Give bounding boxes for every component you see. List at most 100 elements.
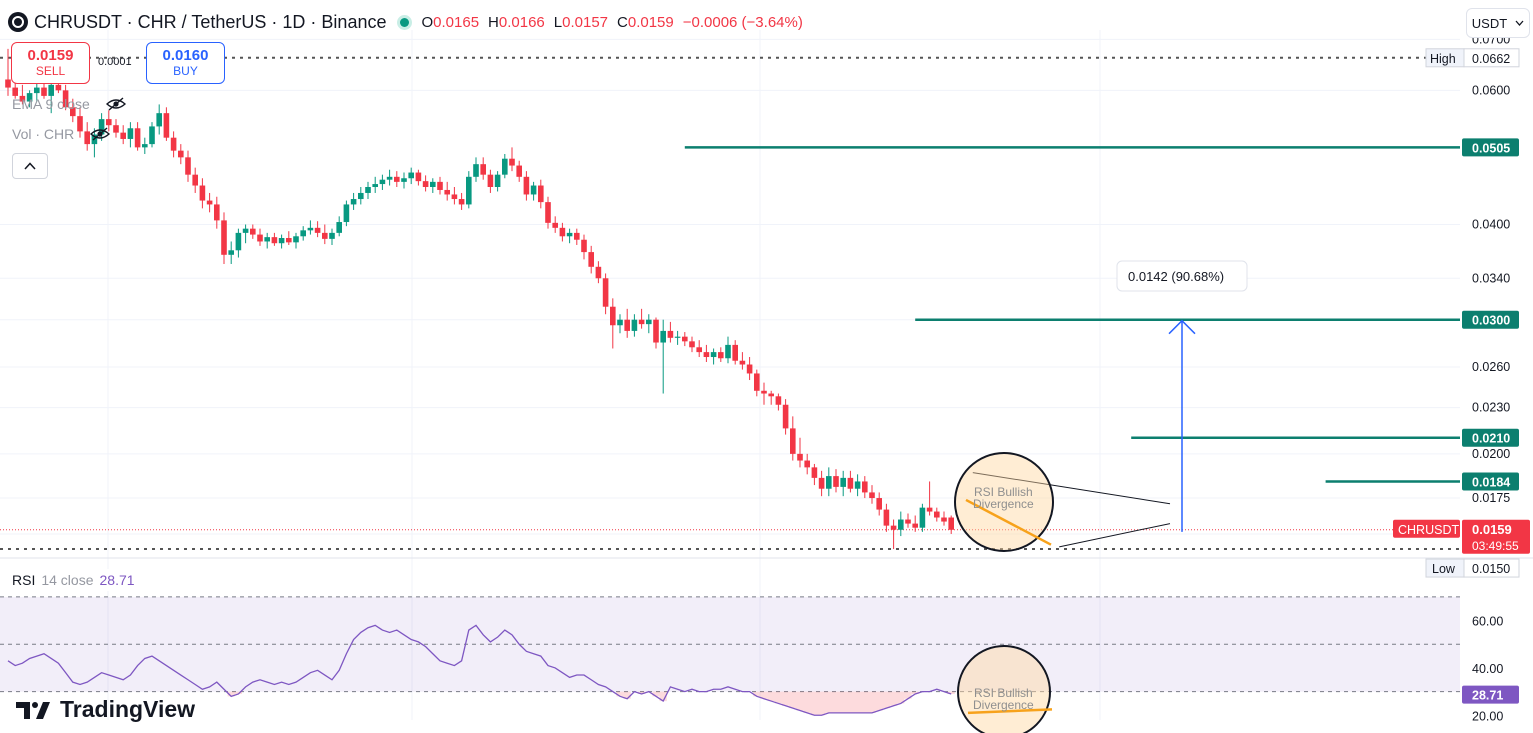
candle-down [538,185,544,203]
symbol-tag [1393,519,1460,538]
candle-down [552,222,558,228]
candle-up [854,481,861,489]
level-tag [1462,138,1519,157]
high-value-tag [1463,48,1520,68]
candle-down [732,344,738,361]
ohlc-readout: O0.0165 H0.0166 L0.0157 C0.0159 −0.0006 … [421,13,803,31]
candle-up [307,227,314,231]
candle-down [286,238,292,243]
tradingview-wordmark: TradingView [60,696,196,722]
sell-label: SELL [35,64,66,78]
divergence-label: Divergence [973,497,1034,511]
sell-button[interactable]: 0.0159 SELL [11,42,90,84]
rsi-legend[interactable]: RSI 14 close 28.71 [6,569,141,591]
candle-down [696,347,702,353]
symbol-tag-label: CHRUSDT [1398,523,1459,537]
currency-selector[interactable]: USDT [1466,8,1530,38]
candle-down [948,517,954,530]
symbol-header: CHRUSDT · CHR / TetherUS · 1D · Binance … [8,10,803,34]
target-label-box [1116,260,1248,292]
candle-down [638,319,645,325]
price-axis-tick: 0.0340 [1472,271,1510,285]
last-price-label: 0.0159 [1472,522,1512,537]
candle-down [422,181,429,187]
low-value-tag [1463,558,1520,578]
symbol-title[interactable]: CHRUSDT · CHR / TetherUS · 1D · Binance [34,11,387,32]
level-tag-label: 0.0300 [1472,314,1510,328]
rsi-divergence-label: Divergence [973,698,1034,712]
volume-legend[interactable]: Vol · CHR [12,126,111,142]
candle-down [12,87,18,96]
candle-down [134,128,141,148]
candle-down [653,319,659,343]
candle-up [631,319,638,331]
candle-down [682,336,688,342]
candle-up [473,164,479,177]
candle-down [113,125,119,133]
high-tag-label: High [1430,52,1456,66]
candle-down [768,393,774,397]
candle-down [912,523,918,528]
candle-down [84,131,90,145]
candle-down [782,404,789,429]
candle-up [466,176,472,205]
candle-down [876,498,882,510]
candle-up [336,222,342,233]
candle-down [458,199,465,205]
candle-down [804,460,810,468]
buy-button[interactable]: 0.0160 BUY [146,42,225,84]
candle-up [617,319,623,326]
change-readout: −0.0006 (−3.64%) [682,13,803,31]
candle-down [602,278,609,307]
candle-down [19,95,26,102]
price-axis-tick: 0.0175 [1472,491,1510,505]
hidden-eye-icon[interactable] [105,97,126,111]
candle-down [610,306,616,326]
candle-down [775,396,782,405]
sell-price: 0.0159 [27,47,74,64]
candle-up [826,476,832,489]
tradingview-logo-icon [16,701,50,719]
candle-up [919,507,926,528]
candle-down [545,202,551,223]
candle-down [314,227,321,233]
candle-down [214,204,220,221]
candle-up [898,519,904,530]
last-price-tag [1462,519,1530,554]
candle-down [163,113,170,138]
candle-up [379,179,386,185]
low-value-label: 0.0150 [1472,562,1510,576]
candle-down [221,220,227,255]
candle-up [372,184,378,187]
candle-down [192,174,198,186]
candle-up [386,176,393,180]
candle-down [480,164,486,175]
candle-up [408,172,414,179]
candle-down [847,477,854,489]
candle-down [941,517,947,522]
ema-legend[interactable]: EMA 9 close [12,96,126,112]
candle-down [790,428,796,454]
level-tag [1462,310,1519,329]
candle-down [185,157,191,175]
candle-down [444,189,450,195]
candle-down [934,511,940,518]
candle-up [149,126,155,145]
chevron-down-icon [1515,20,1524,26]
candle-down [199,185,206,201]
rsi-divergence-line [967,708,1053,715]
candle-down [77,116,83,132]
rsi-value-tag [1462,685,1519,704]
tradingview-logo[interactable]: TradingView [16,696,195,723]
candle-down [250,228,256,235]
candle-down [862,481,868,493]
rsi-line [7,624,952,716]
candle-down [523,176,530,195]
chevron-up-icon [24,162,36,170]
buy-label: BUY [173,64,198,78]
candle-up [502,158,508,175]
candle-down [271,237,278,244]
hidden-eye-icon[interactable] [90,127,111,141]
collapse-legend-button[interactable] [12,153,48,179]
